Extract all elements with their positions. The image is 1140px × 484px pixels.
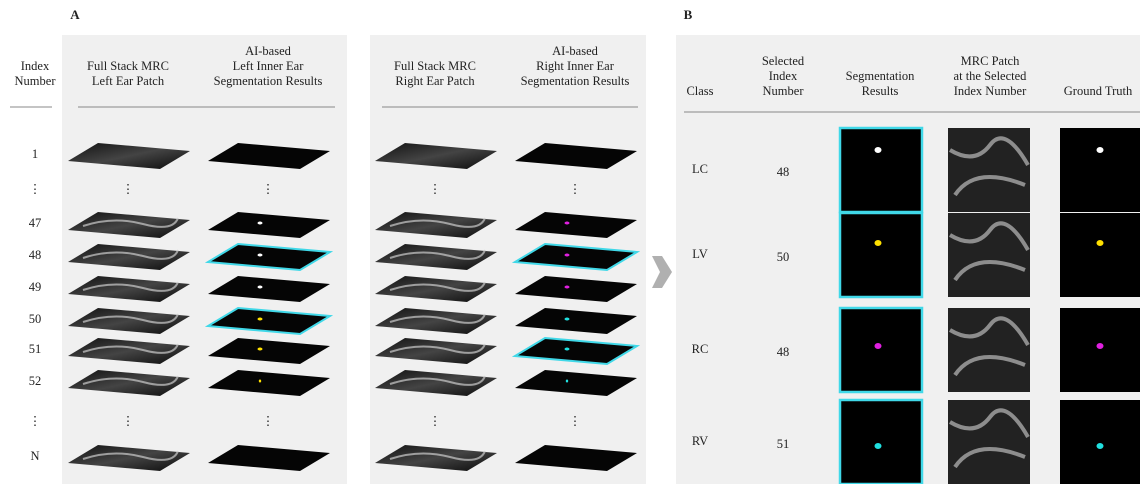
column-header: Ground Truth: [1064, 84, 1133, 98]
segment-dot: [565, 348, 570, 351]
ground-truth-image: [1060, 308, 1140, 392]
arrow: [652, 256, 672, 288]
segment-dot: [565, 286, 570, 289]
index-label: 50: [29, 312, 42, 326]
ground-truth-image: [1060, 128, 1140, 212]
segmentation-image: [840, 400, 922, 484]
column-header: Right Inner Ear: [536, 59, 615, 73]
column-header: Index Number: [954, 84, 1027, 98]
segment: [875, 343, 882, 349]
segment: [1097, 240, 1104, 246]
ellipsis: ⋮: [262, 182, 275, 196]
column-header: Right Ear Patch: [395, 74, 475, 88]
segment: [1097, 343, 1104, 349]
panel-label: A: [70, 7, 80, 22]
ellipsis: ⋮: [429, 414, 442, 428]
class-label: LC: [692, 162, 708, 176]
column-header: AI-based: [245, 44, 292, 58]
segment-dot: [258, 254, 263, 257]
ground-truth-image: [1060, 400, 1140, 484]
mrc-image: [948, 400, 1030, 484]
mrc-image: [948, 213, 1030, 297]
segment: [1097, 147, 1104, 153]
segment-dot: [565, 222, 570, 225]
column-header: Class: [686, 84, 713, 98]
segment-dot: [566, 380, 568, 383]
class-label: LV: [692, 247, 708, 261]
column-header: Results: [862, 84, 899, 98]
segment-dot: [258, 222, 263, 225]
column-header: Segmentation Results: [521, 74, 630, 88]
ellipsis: ⋮: [122, 414, 135, 428]
index-label: 51: [29, 342, 42, 356]
index-label: 49: [29, 280, 42, 294]
index-label: N: [30, 449, 39, 463]
selected-index: 48: [777, 345, 790, 359]
segment-dot: [258, 348, 263, 351]
selected-index: 48: [777, 165, 790, 179]
ellipsis: ⋮: [122, 182, 135, 196]
column-header: Index: [769, 69, 798, 83]
segment: [1097, 443, 1104, 449]
ellipsis: ⋮: [569, 182, 582, 196]
column-header: Segmentation Results: [214, 74, 323, 88]
ellipsis: ⋮: [569, 414, 582, 428]
column-header: at the Selected: [954, 69, 1028, 83]
figure: A B IndexNumberFull Stack MRCLeft Ear Pa…: [0, 0, 1140, 484]
column-header: Left Inner Ear: [233, 59, 305, 73]
selected-index: 50: [777, 250, 790, 264]
column-header: AI-based: [552, 44, 599, 58]
index-label: 52: [29, 374, 42, 388]
index-header: Number: [15, 74, 57, 88]
class-label: RV: [692, 434, 708, 448]
class-label: RC: [692, 342, 709, 356]
column-header: Selected: [762, 54, 805, 68]
index-label: ⋮: [29, 414, 42, 428]
segmentation-image: [840, 128, 922, 212]
ellipsis: ⋮: [429, 182, 442, 196]
segment-dot: [565, 318, 570, 321]
column-header: Left Ear Patch: [92, 74, 165, 88]
panel-label: B: [684, 7, 693, 22]
segment: [875, 147, 882, 153]
index-label: ⋮: [29, 182, 42, 196]
segment-dot: [565, 254, 570, 257]
segment-dot: [258, 286, 263, 289]
segment: [875, 240, 882, 246]
mrc-image: [948, 308, 1030, 392]
segmentation-image: [840, 213, 922, 297]
index-label: 1: [32, 147, 38, 161]
segment-dot: [258, 318, 263, 321]
ellipsis: ⋮: [262, 414, 275, 428]
column-header: MRC Patch: [961, 54, 1020, 68]
index-label: 47: [29, 216, 42, 230]
column-header: Segmentation: [846, 69, 915, 83]
column-header: Full Stack MRC: [87, 59, 169, 73]
column-header: Number: [763, 84, 805, 98]
mrc-image: [948, 128, 1030, 212]
selected-index: 51: [777, 437, 790, 451]
ground-truth-image: [1060, 213, 1140, 297]
segmentation-image: [840, 308, 922, 392]
segment: [875, 443, 882, 449]
column-header: Full Stack MRC: [394, 59, 476, 73]
segment-dot: [259, 380, 261, 383]
index-header: Index: [21, 59, 50, 73]
index-label: 48: [29, 248, 42, 262]
